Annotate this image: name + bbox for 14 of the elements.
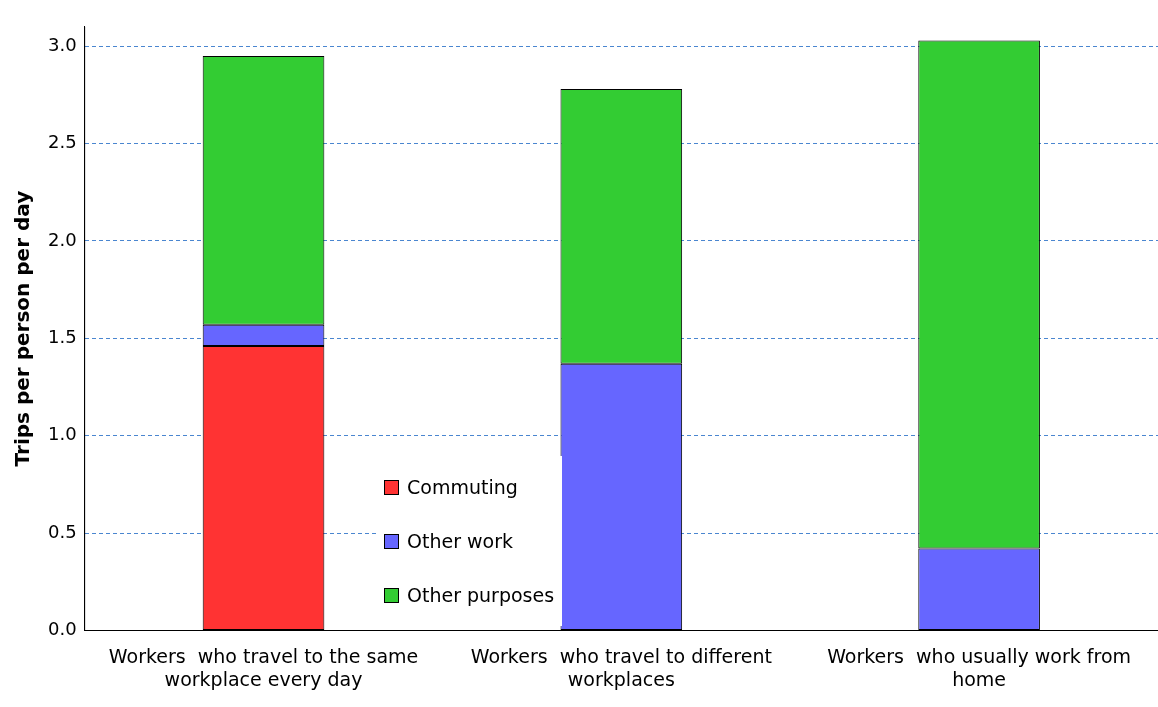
- y-axis-title: Trips per person per day: [10, 190, 35, 467]
- x-tick-label: Workers who travel to the same workplace every day: [108, 644, 419, 690]
- y-tick-label: 3.0: [47, 33, 77, 55]
- legend-label: Commuting: [407, 476, 518, 498]
- y-tick-label: 0.0: [47, 618, 77, 640]
- y-tick-label: 1.5: [47, 326, 77, 348]
- y-tick-label: 2.5: [47, 131, 77, 153]
- x-tick-label: Workers who usually work from home: [827, 644, 1132, 690]
- legend-label: Other work: [407, 530, 513, 552]
- y-tick-label: 0.5: [47, 520, 77, 542]
- y-tick-label: 1.0: [47, 423, 77, 445]
- x-tick-label: Workers who travel to different workplaces: [470, 644, 772, 690]
- y-tick-label: 2.0: [47, 228, 77, 250]
- legend-label: Other purposes: [407, 584, 555, 606]
